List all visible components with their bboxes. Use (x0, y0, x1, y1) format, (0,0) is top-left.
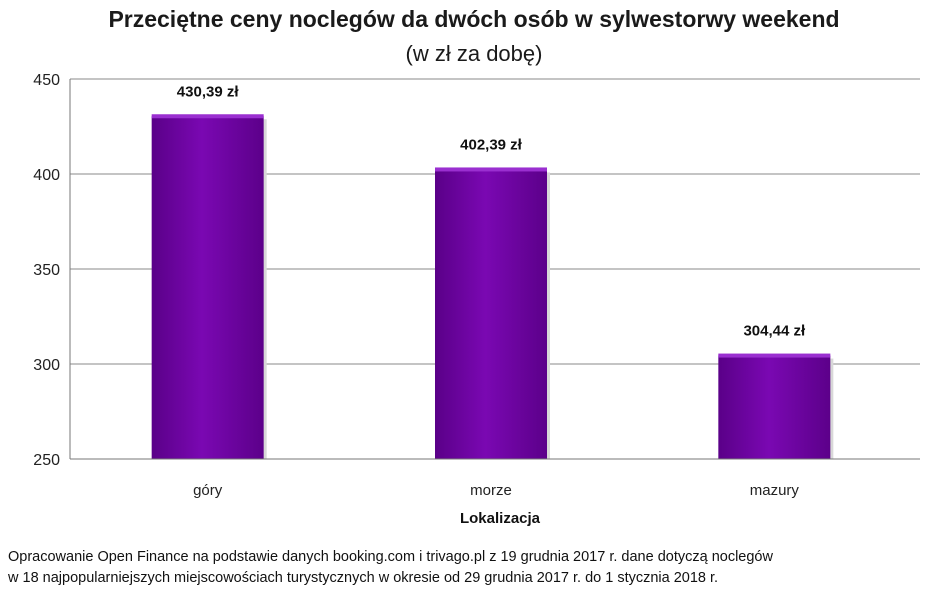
category-label: góry (193, 482, 223, 499)
bar (151, 116, 264, 459)
data-label: 430,39 zł (177, 83, 240, 100)
y-tick-label: 350 (33, 262, 60, 279)
category-label: morze (470, 482, 512, 499)
data-label: 402,39 zł (460, 136, 523, 153)
x-axis-label: Lokalizacja (460, 510, 541, 527)
y-tick-label: 250 (33, 452, 60, 469)
bar-top (151, 114, 264, 119)
y-tick-label: 400 (33, 167, 60, 184)
source-footnote: Opracowanie Open Finance na podstawie da… (8, 547, 944, 589)
category-labels: góry morze mazury (193, 482, 799, 499)
bar-top (435, 167, 547, 172)
y-tick-label: 450 (33, 72, 60, 89)
data-labels: 430,39 zł 402,39 zł 304,44 zł (177, 83, 806, 339)
footnote-line-1: Opracowanie Open Finance na podstawie da… (8, 549, 773, 565)
bar-top (718, 353, 831, 358)
y-tick-label: 300 (33, 357, 60, 374)
y-axis-ticks: 250 300 350 400 450 (33, 72, 60, 469)
data-label: 304,44 zł (743, 323, 806, 340)
bars (151, 114, 834, 460)
chart-title: Przeciętne ceny noclegów da dwóch osób w… (108, 6, 839, 32)
bar (718, 355, 831, 459)
bar (435, 169, 547, 460)
category-label: mazury (750, 482, 800, 499)
footnote-line-2: w 18 najpopularniejszych miejscowościach… (8, 570, 719, 586)
chart-subtitle: (w zł za dobę) (406, 41, 543, 66)
